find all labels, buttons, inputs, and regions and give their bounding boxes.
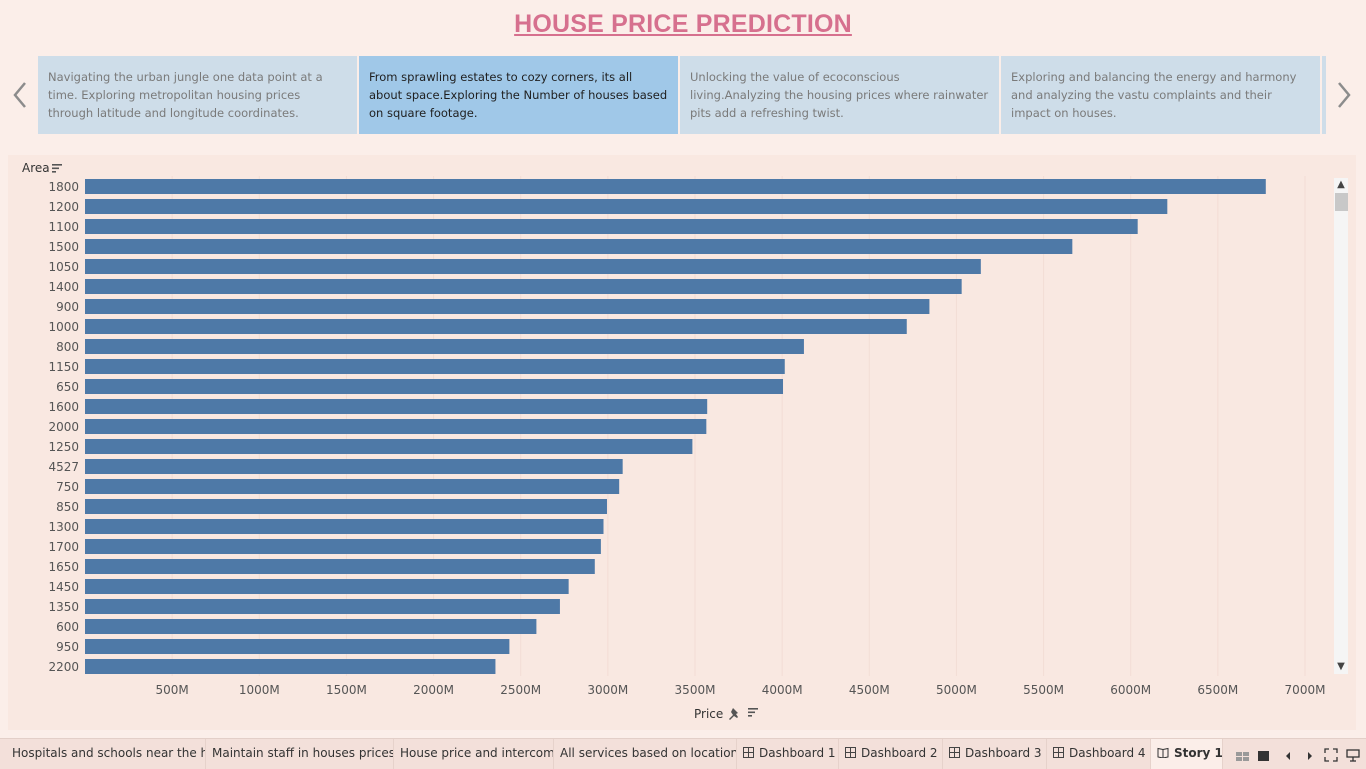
tab-view-icon[interactable] (1258, 747, 1270, 766)
tab-dashboard-3[interactable]: Dashboard 3 (943, 739, 1047, 769)
story-icon (1157, 747, 1169, 758)
tab-label: Dashboard 4 (1069, 746, 1146, 760)
dashboard-icon (949, 747, 960, 758)
chevron-left-icon (13, 82, 26, 108)
sort-icon[interactable] (52, 164, 62, 173)
fullscreen-icon[interactable] (1324, 747, 1338, 766)
sheet-tab-bar: Hospitals and schools near the h... Main… (0, 738, 1366, 769)
tab-label: Story 1 (1174, 746, 1223, 760)
sheet-sorter-icon[interactable] (1236, 747, 1250, 766)
tab-label: House price and intercom (400, 746, 554, 760)
tab-hospitals-schools[interactable]: Hospitals and schools near the h... (6, 739, 206, 769)
tab-all-services[interactable]: All services based on location (554, 739, 737, 769)
story-point-3[interactable]: Unlocking the value of ecoconscious livi… (680, 56, 999, 134)
prev-sheet-icon[interactable] (1284, 747, 1292, 766)
tab-label: Maintain staff in houses prices (212, 746, 394, 760)
tab-house-price-intercom[interactable]: House price and intercom (394, 739, 554, 769)
chart-panel (8, 155, 1356, 730)
tab-dashboard-1[interactable]: Dashboard 1 (737, 739, 839, 769)
story-point-caption: Unlocking the value of ecoconscious livi… (690, 70, 989, 120)
story-point-1[interactable]: Navigating the urban jungle one data poi… (38, 56, 357, 134)
tab-label: All services based on location (560, 746, 737, 760)
story-point-4[interactable]: Exploring and balancing the energy and h… (1001, 56, 1320, 134)
story-point-caption: Exploring and balancing the energy and h… (1011, 70, 1297, 120)
scroll-thumb[interactable] (1335, 193, 1348, 211)
next-sheet-icon[interactable] (1306, 747, 1314, 766)
tab-label: Dashboard 3 (965, 746, 1042, 760)
tab-label: Hospitals and schools near the h... (12, 746, 206, 760)
story-point-caption: Navigating the urban jungle one data poi… (48, 70, 323, 120)
tab-label: Dashboard 1 (759, 746, 836, 760)
story-point-caption: From sprawling estates to cozy corners, … (369, 70, 668, 120)
presentation-icon[interactable] (1346, 747, 1360, 766)
story-navigator: Navigating the urban jungle one data poi… (38, 56, 1326, 134)
sort-icon[interactable] (748, 708, 758, 717)
tab-maintain-staff[interactable]: Maintain staff in houses prices (206, 739, 394, 769)
chevron-right-icon (1338, 82, 1351, 108)
scroll-down-icon[interactable]: ▼ (1337, 661, 1345, 672)
prev-story-point-button[interactable] (10, 80, 30, 110)
next-story-point-button[interactable] (1334, 80, 1354, 110)
scroll-up-icon[interactable]: ▲ (1337, 179, 1345, 190)
tab-label: Dashboard 2 (861, 746, 938, 760)
page-title: HOUSE PRICE PREDICTION (514, 10, 852, 38)
tab-story-1[interactable]: Story 1 (1151, 739, 1223, 769)
story-point-2[interactable]: From sprawling estates to cozy corners, … (359, 56, 678, 134)
dashboard-icon (845, 747, 856, 758)
pin-icon[interactable] (729, 708, 738, 720)
tab-dashboard-2[interactable]: Dashboard 2 (839, 739, 943, 769)
dashboard-icon (1053, 747, 1064, 758)
dashboard-icon (743, 747, 754, 758)
story-point-5-edge[interactable] (1322, 56, 1326, 134)
tab-dashboard-4[interactable]: Dashboard 4 (1047, 739, 1151, 769)
chart-scrollbar[interactable] (1334, 178, 1348, 674)
